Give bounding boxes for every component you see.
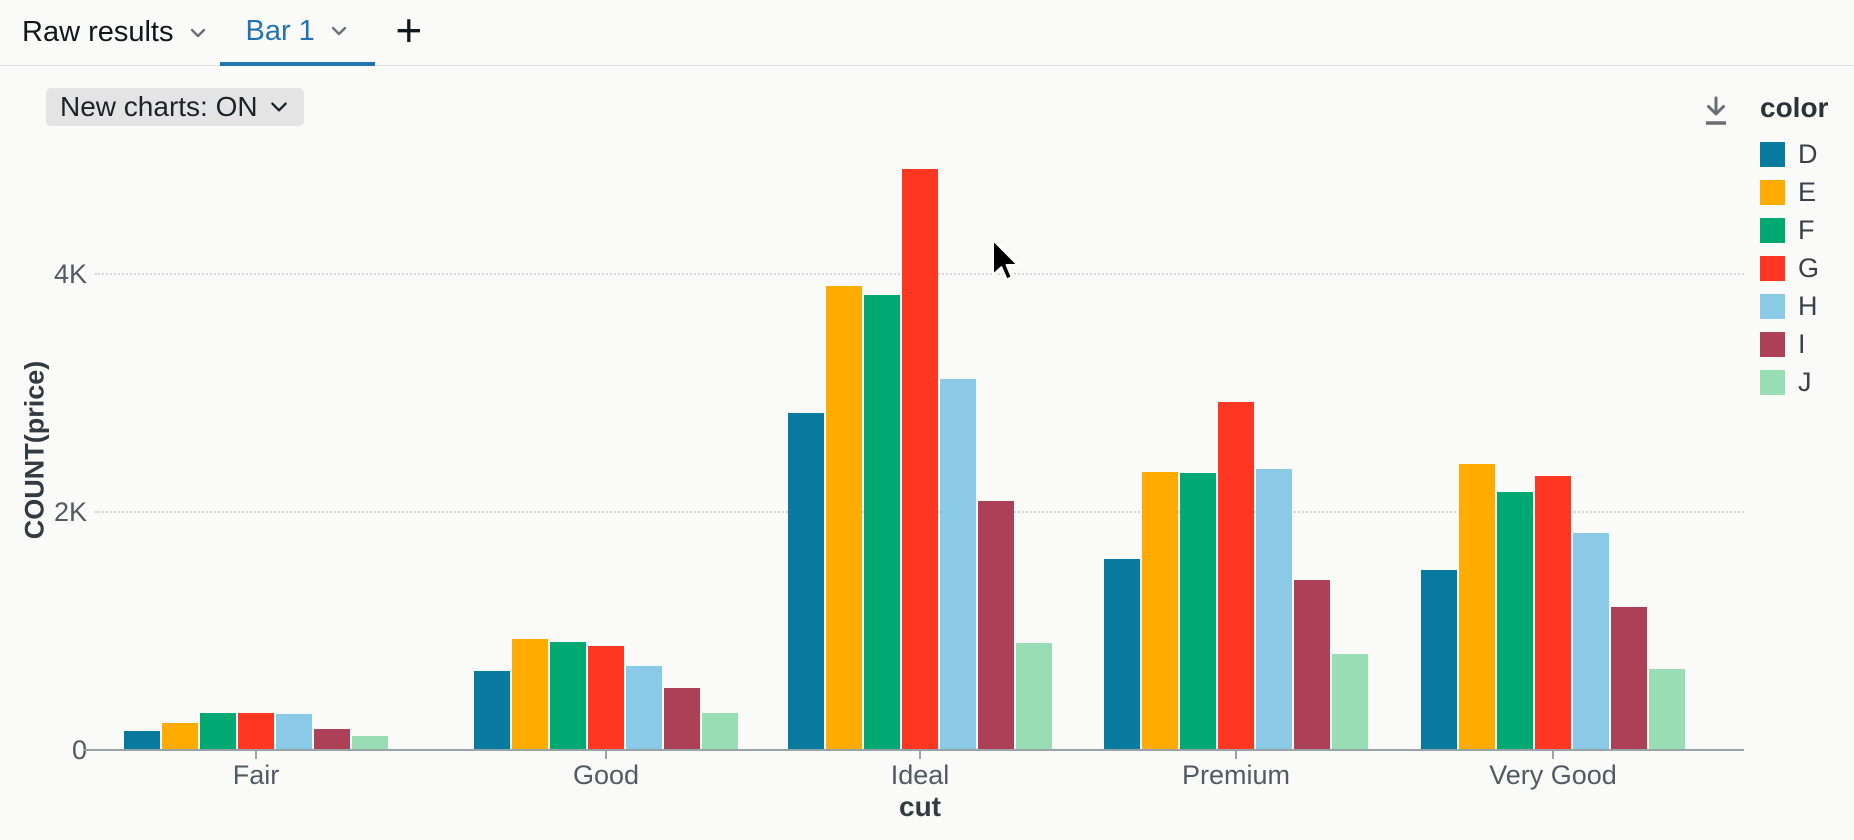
legend-swatch-F (1760, 218, 1785, 243)
legend-swatch-H (1760, 294, 1785, 319)
bar-ideal-J[interactable] (1016, 643, 1052, 750)
legend-label-F: F (1798, 215, 1815, 245)
bar-premium-J[interactable] (1332, 653, 1368, 750)
bar-very-good-D[interactable] (1421, 569, 1457, 750)
bar-ideal-H[interactable] (940, 379, 976, 750)
x-axis-line (84, 749, 1744, 751)
bar-group-fair (124, 712, 388, 750)
results-tab-bar: Raw results Bar 1 + (0, 0, 1854, 66)
bar-ideal-F[interactable] (864, 294, 900, 750)
bar-very-good-E[interactable] (1459, 464, 1495, 750)
x-axis-title: cut (899, 791, 941, 822)
x-tick-fair (255, 751, 257, 759)
tab-divider-space (208, 0, 220, 65)
legend-label-H: H (1798, 291, 1818, 321)
bar-good-I[interactable] (664, 687, 700, 750)
bar-very-good-G[interactable] (1535, 476, 1571, 750)
legend-item-D[interactable]: D (1760, 139, 1854, 169)
bar-fair-H[interactable] (276, 713, 312, 750)
x-tick-label-very-good: Very Good (1489, 760, 1617, 790)
legend-label-J: J (1798, 367, 1812, 397)
new-charts-toggle-button[interactable]: New charts: ON (46, 88, 304, 126)
bar-group-premium (1104, 402, 1368, 750)
bar-premium-E[interactable] (1142, 471, 1178, 750)
x-tick-label-fair: Fair (232, 760, 280, 790)
tab-raw-results-label: Raw results (22, 16, 174, 48)
bar-ideal-G[interactable] (902, 168, 938, 750)
bar-fair-D[interactable] (124, 730, 160, 750)
bar-ideal-I[interactable] (978, 500, 1014, 750)
bar-fair-J[interactable] (352, 735, 388, 750)
bar-good-G[interactable] (588, 646, 624, 750)
bar-fair-F[interactable] (200, 712, 236, 750)
x-tick-label-ideal: Ideal (890, 760, 950, 790)
download-icon (1697, 92, 1735, 137)
legend-swatch-J (1760, 370, 1785, 395)
legend-item-E[interactable]: E (1760, 177, 1854, 207)
bar-very-good-F[interactable] (1497, 492, 1533, 750)
x-tick-label-premium: Premium (1181, 760, 1290, 790)
bar-ideal-E[interactable] (826, 285, 862, 750)
legend-item-G[interactable]: G (1760, 253, 1854, 283)
legend-swatch-I (1760, 332, 1785, 357)
legend-label-E: E (1798, 177, 1817, 207)
download-chart-button[interactable] (1694, 92, 1738, 136)
x-tick-good (605, 751, 607, 759)
tab-bar-1[interactable]: Bar 1 (219, 0, 375, 66)
bar-group-very-good (1421, 464, 1685, 750)
x-tick-very-good (1552, 751, 1554, 759)
bar-premium-G[interactable] (1218, 402, 1254, 750)
bar-group-ideal (788, 168, 1052, 750)
bar-fair-E[interactable] (162, 723, 198, 750)
bar-group-good (474, 638, 738, 750)
bar-premium-H[interactable] (1256, 469, 1292, 750)
bar-good-D[interactable] (474, 671, 510, 750)
x-tick-ideal (919, 751, 921, 759)
tab-bar-1-label: Bar 1 (245, 14, 315, 47)
new-charts-toggle-label: New charts: ON (60, 91, 258, 122)
legend-label-D: D (1798, 139, 1818, 169)
legend-item-I[interactable]: I (1760, 329, 1854, 359)
legend-title: color (1760, 92, 1829, 123)
bar-fair-G[interactable] (238, 712, 274, 750)
bar-premium-F[interactable] (1180, 472, 1216, 750)
legend-swatch-D (1760, 142, 1785, 167)
bar-premium-I[interactable] (1294, 580, 1330, 750)
add-visualization-button[interactable]: + (395, 3, 423, 56)
tab-raw-results[interactable]: Raw results (22, 0, 208, 65)
bar-very-good-H[interactable] (1573, 532, 1609, 750)
x-tick-label-good: Good (572, 760, 640, 790)
chevron-down-icon (268, 96, 290, 118)
bar-very-good-I[interactable] (1611, 606, 1647, 750)
chevron-down-icon[interactable] (329, 21, 349, 41)
bar-premium-D[interactable] (1104, 559, 1140, 750)
legend-item-F[interactable]: F (1760, 215, 1854, 245)
bar-good-E[interactable] (512, 638, 548, 750)
y-tick-label-2K: 2K (53, 497, 87, 527)
bar-fair-I[interactable] (314, 729, 350, 750)
y-tick-label-4K: 4K (53, 259, 87, 289)
legend-item-J[interactable]: J (1760, 367, 1854, 397)
legend-swatch-G (1760, 256, 1785, 281)
legend-label-G: G (1798, 253, 1820, 283)
bar-ideal-D[interactable] (788, 412, 824, 750)
bar-very-good-J[interactable] (1649, 669, 1685, 750)
x-tick-premium (1235, 751, 1237, 759)
legend-swatch-E (1760, 180, 1785, 205)
chevron-down-icon[interactable] (188, 23, 208, 43)
bar-good-H[interactable] (626, 666, 662, 750)
legend-item-H[interactable]: H (1760, 291, 1854, 321)
y-tick-label-0: 0 (71, 735, 87, 765)
legend-label-I: I (1798, 329, 1806, 359)
bar-good-J[interactable] (702, 713, 738, 750)
bar-good-F[interactable] (550, 641, 586, 750)
